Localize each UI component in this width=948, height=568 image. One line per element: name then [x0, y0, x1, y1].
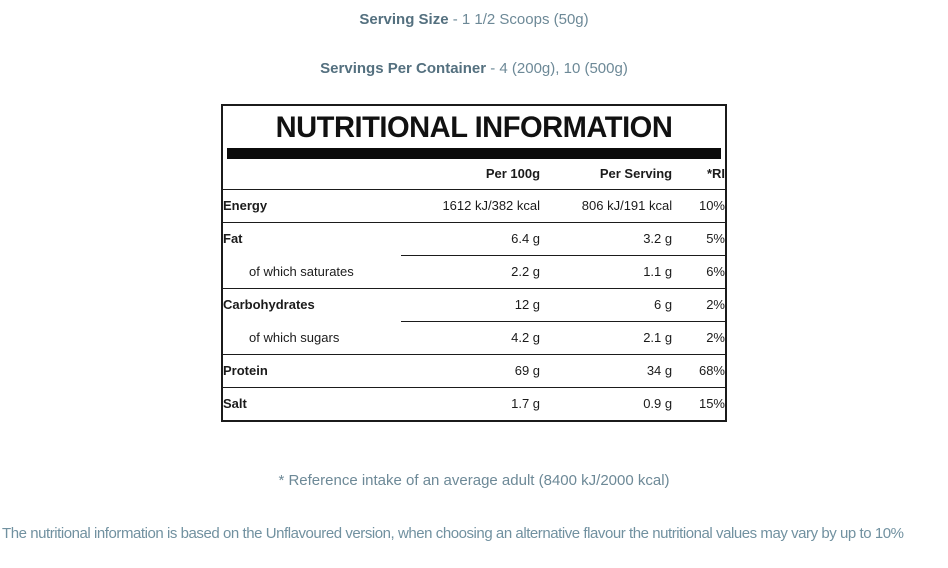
header-row: Per 100g Per Serving *RI: [223, 159, 725, 190]
reference-intake-footnote: * Reference intake of an average adult (…: [278, 472, 670, 489]
table-row: Carbohydrates 12 g 6 g 2%: [223, 288, 725, 322]
row-label: of which saturates: [223, 255, 401, 289]
value-ri: 10%: [672, 189, 725, 223]
value-ri: 6%: [672, 255, 725, 289]
value-per-serving: 2.1 g: [540, 321, 673, 355]
row-label: Salt: [223, 396, 247, 412]
value-per-100g: 4.2 g: [400, 321, 541, 355]
value-per-serving: 34 g: [540, 354, 673, 388]
value-per-serving: 0.9 g: [643, 396, 673, 412]
table-row: Fat 6.4 g 3.2 g 5%: [223, 222, 725, 256]
table-row: Salt 1.7 g 0.9 g 15%: [223, 387, 725, 420]
value-per-100g: 6.4 g: [400, 222, 541, 256]
servings-per-container-label: Servings Per Container: [320, 60, 487, 77]
row-label: Fat: [223, 231, 243, 247]
nutrition-panel-title: NUTRITIONAL INFORMATION: [275, 111, 673, 144]
value-per-100g: 1.7 g: [511, 396, 541, 412]
value-per-serving: 1.1 g: [540, 255, 673, 289]
table-row: of which saturates 2.2 g 1.1 g 6%: [223, 255, 725, 289]
servings-per-container-line: Servings Per Container - 4 (200g), 10 (5…: [0, 61, 948, 77]
value-ri: 68%: [672, 354, 725, 388]
value-per-serving: 6 g: [540, 288, 673, 322]
serving-size-value: - 1 1/2 Scoops (50g): [448, 11, 589, 28]
col-header-empty: [223, 159, 401, 190]
value-per-100g: 2.2 g: [400, 255, 541, 289]
value-ri: 2%: [672, 321, 725, 355]
col-header-ri: *RI: [672, 159, 725, 190]
value-ri: 5%: [672, 222, 725, 256]
table-row: Energy 1612 kJ/382 kcal 806 kJ/191 kcal …: [223, 189, 725, 223]
row-label: Carbohydrates: [223, 297, 315, 313]
table-row: of which sugars 4.2 g 2.1 g 2%: [223, 321, 725, 355]
value-ri: 2%: [672, 288, 725, 322]
row-label: Energy: [223, 189, 401, 223]
table-row: Protein 69 g 34 g 68%: [223, 354, 725, 388]
servings-per-container-value: - 4 (200g), 10 (500g): [486, 60, 628, 77]
value-per-100g: 1612 kJ/382 kcal: [400, 189, 541, 223]
flavour-disclaimer: The nutritional information is based on …: [2, 525, 904, 542]
title-divider-bar: [227, 148, 721, 159]
value-per-serving: 3.2 g: [540, 222, 673, 256]
nutrition-table: Per 100g Per Serving *RI Energy 1612 kJ/…: [223, 159, 725, 420]
nutrition-panel: NUTRITIONAL INFORMATION Per 100g Per Ser…: [221, 104, 727, 422]
value-per-serving: 806 kJ/191 kcal: [540, 189, 673, 223]
value-ri: 15%: [698, 396, 725, 412]
serving-size-line: Serving Size - 1 1/2 Scoops (50g): [0, 0, 948, 28]
row-label: Protein: [223, 354, 401, 388]
value-per-100g: 69 g: [400, 354, 541, 388]
serving-size-label: Serving Size: [359, 11, 449, 28]
value-per-100g: 12 g: [400, 288, 541, 322]
nutrition-table-header: Per 100g Per Serving *RI: [223, 159, 725, 190]
col-header-per-serving: Per Serving: [540, 159, 673, 190]
row-label: of which sugars: [223, 321, 401, 355]
col-header-per-100g: Per 100g: [400, 159, 541, 190]
nutrition-table-body: Energy 1612 kJ/382 kcal 806 kJ/191 kcal …: [223, 189, 725, 420]
